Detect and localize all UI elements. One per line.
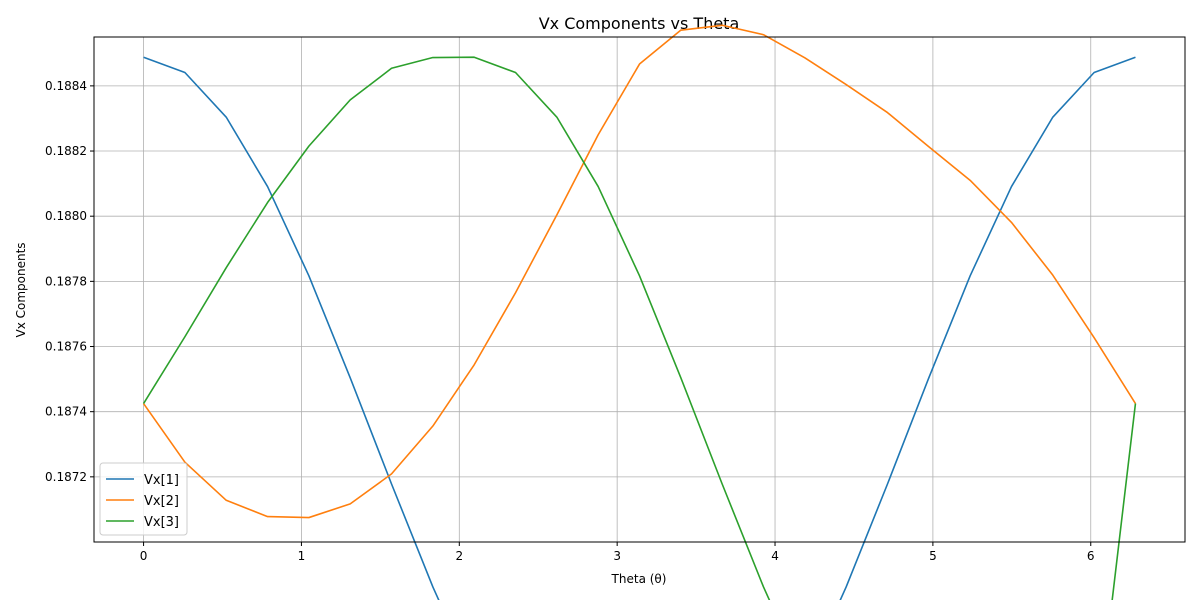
plot-frame [93, 36, 1186, 543]
x-tick-label: 0 [140, 549, 148, 563]
legend-label-vx3: Vx[3] [144, 515, 179, 530]
series-line-vx1 [143, 56, 1136, 600]
grid [94, 37, 1185, 542]
x-tick-label: 2 [455, 549, 463, 563]
x-axis-ticks: 0 1 2 3 4 5 6 [140, 542, 1095, 563]
x-tick-label: 6 [1087, 549, 1095, 563]
x-tick-label: 1 [298, 549, 306, 563]
x-axis-label: Theta (θ) [611, 572, 667, 586]
series-line-vx2 [142, 24, 1137, 519]
chart-title: Vx Components vs Theta [539, 14, 740, 33]
y-axis-label: Vx Components [14, 242, 28, 337]
y-tick-label: 0.1876 [45, 340, 87, 354]
y-tick-label: 0.1878 [45, 274, 87, 288]
y-tick-label: 0.1882 [45, 144, 87, 158]
series-lines [142, 24, 1137, 600]
x-tick-label: 5 [929, 549, 937, 563]
y-tick-label: 0.1872 [45, 470, 87, 484]
series-line-vx3 [142, 56, 1137, 600]
x-tick-label: 4 [771, 549, 779, 563]
legend-box [99, 462, 188, 536]
x-tick-label: 3 [613, 549, 621, 563]
legend-label-vx2: Vx[2] [144, 494, 179, 509]
y-tick-label: 0.1880 [45, 209, 87, 223]
legend-label-vx1: Vx[1] [144, 473, 179, 488]
y-tick-label: 0.1884 [45, 79, 87, 93]
y-tick-label: 0.1874 [45, 405, 87, 419]
legend: Vx[1] Vx[2] Vx[3] [99, 462, 188, 536]
y-axis-ticks: 0.1872 0.1874 0.1876 0.1878 0.1880 0.1882 0.18… [45, 79, 94, 484]
